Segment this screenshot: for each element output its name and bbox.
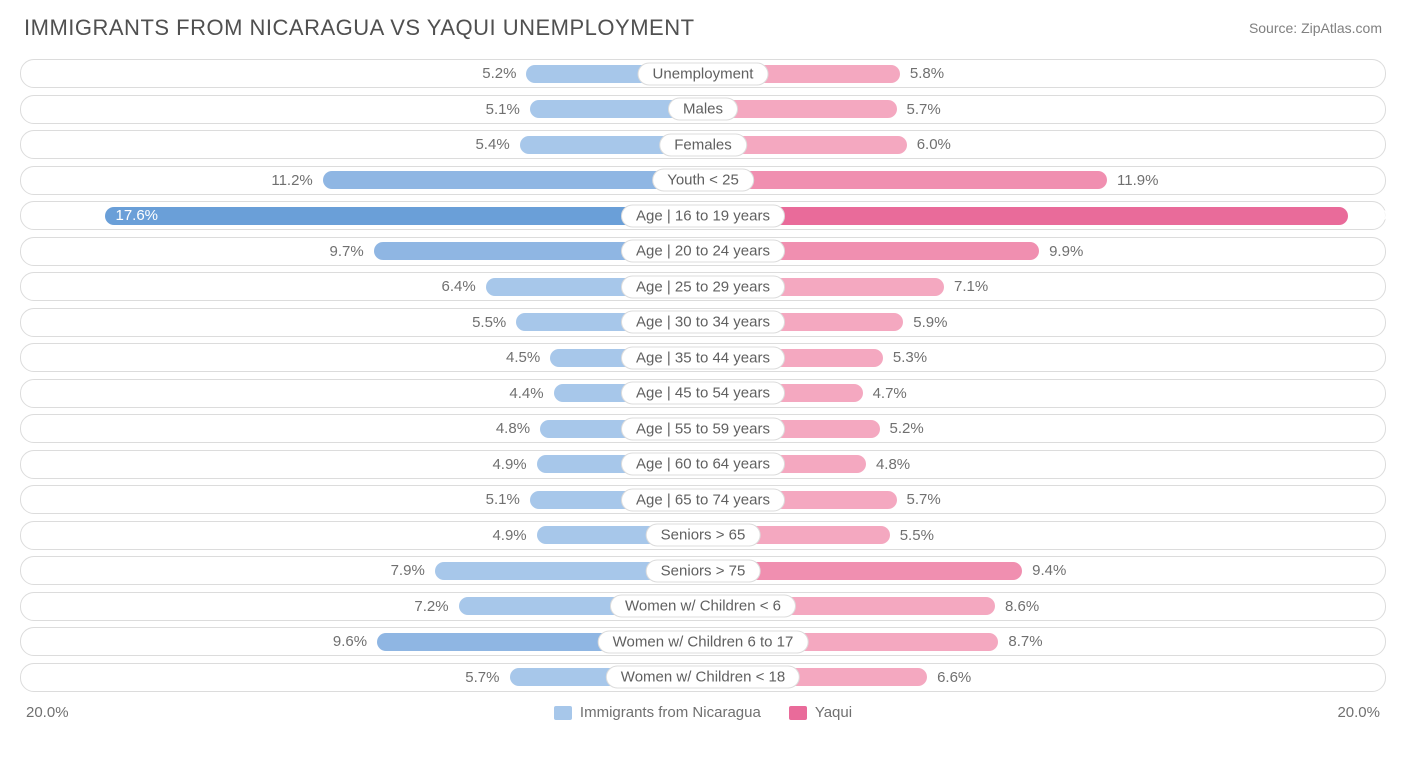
category-label: Age | 65 to 74 years (621, 488, 785, 511)
category-label: Age | 45 to 54 years (621, 382, 785, 405)
value-left: 4.9% (492, 456, 526, 473)
chart-row: 17.6%19.0%Age | 16 to 19 years (20, 201, 1386, 230)
source-name: ZipAtlas.com (1301, 20, 1382, 36)
legend-item-left: Immigrants from Nicaragua (554, 704, 761, 721)
value-left: 4.4% (509, 385, 543, 402)
bar-right: 19.0% (703, 207, 1348, 225)
category-label: Age | 35 to 44 years (621, 346, 785, 369)
category-label: Age | 25 to 29 years (621, 275, 785, 298)
value-left: 5.4% (475, 136, 509, 153)
axis-max-right: 20.0% (1337, 704, 1380, 721)
chart-row: 4.8% 5.2% Age | 55 to 59 years (20, 414, 1386, 443)
legend-item-right: Yaqui (789, 704, 852, 721)
category-label: Age | 55 to 59 years (621, 417, 785, 440)
category-label: Age | 60 to 64 years (621, 453, 785, 476)
category-label: Unemployment (638, 62, 769, 85)
value-right: 9.9% (1049, 243, 1083, 260)
chart-row: 4.9% 4.8% Age | 60 to 64 years (20, 450, 1386, 479)
value-right: 6.0% (917, 136, 951, 153)
value-right: 11.9% (1117, 172, 1158, 189)
category-label: Age | 30 to 34 years (621, 311, 785, 334)
value-left: 4.9% (492, 527, 526, 544)
value-right: 5.8% (910, 65, 944, 82)
chart-row: 5.4% 6.0% Females (20, 130, 1386, 159)
value-right: 4.7% (873, 385, 907, 402)
value-right: 8.6% (1005, 598, 1039, 615)
value-right: 6.6% (937, 669, 971, 686)
value-left: 5.7% (465, 669, 499, 686)
bar-left: 17.6% (105, 207, 703, 225)
chart-row: 9.6% 8.7% Women w/ Children 6 to 17 (20, 627, 1386, 656)
value-left: 7.9% (391, 562, 425, 579)
chart-row: 4.9% 5.5% Seniors > 65 (20, 521, 1386, 550)
category-label: Males (668, 98, 738, 121)
chart-title: IMMIGRANTS FROM NICARAGUA VS YAQUI UNEMP… (24, 15, 695, 41)
legend: Immigrants from Nicaragua Yaqui (554, 704, 852, 721)
category-label: Age | 16 to 19 years (621, 204, 785, 227)
category-label: Women w/ Children 6 to 17 (598, 630, 809, 653)
chart-row: 5.5% 5.9% Age | 30 to 34 years (20, 308, 1386, 337)
legend-swatch-right (789, 706, 807, 720)
value-right: 5.7% (907, 101, 941, 118)
chart-row: 4.4% 4.7% Age | 45 to 54 years (20, 379, 1386, 408)
category-label: Seniors > 75 (646, 559, 761, 582)
chart-row: 7.2% 8.6% Women w/ Children < 6 (20, 592, 1386, 621)
value-right: 5.2% (890, 420, 924, 437)
value-right: 5.5% (900, 527, 934, 544)
value-left: 11.2% (271, 172, 312, 189)
value-left: 9.6% (333, 633, 367, 650)
chart-row: 5.7% 6.6% Women w/ Children < 18 (20, 663, 1386, 692)
value-left: 9.7% (329, 243, 363, 260)
legend-label-left: Immigrants from Nicaragua (580, 704, 761, 721)
value-right: 5.9% (913, 314, 947, 331)
chart-row: 5.1% 5.7% Age | 65 to 74 years (20, 485, 1386, 514)
chart-row: 7.9% 9.4% Seniors > 75 (20, 556, 1386, 585)
chart-row: 6.4% 7.1% Age | 25 to 29 years (20, 272, 1386, 301)
value-left: 5.2% (482, 65, 516, 82)
bar-left: 11.2% (323, 171, 703, 189)
header: IMMIGRANTS FROM NICARAGUA VS YAQUI UNEMP… (20, 15, 1386, 41)
value-left: 5.5% (472, 314, 506, 331)
category-label: Women w/ Children < 18 (606, 666, 800, 689)
value-left: 5.1% (486, 101, 520, 118)
value-left: 4.8% (496, 420, 530, 437)
source-prefix: Source: (1249, 20, 1301, 36)
axis-max-left: 20.0% (26, 704, 69, 721)
chart-row: 5.1% 5.7% Males (20, 95, 1386, 124)
chart-row: 4.5% 5.3% Age | 35 to 44 years (20, 343, 1386, 372)
category-label: Age | 20 to 24 years (621, 240, 785, 263)
legend-label-right: Yaqui (815, 704, 852, 721)
value-left: 7.2% (414, 598, 448, 615)
category-label: Females (659, 133, 747, 156)
value-right: 7.1% (954, 278, 988, 295)
bar-right: 11.9% (703, 171, 1107, 189)
chart-row: 11.2%11.9%Youth < 25 (20, 166, 1386, 195)
value-left: 5.1% (486, 491, 520, 508)
value-right: 9.4% (1032, 562, 1066, 579)
diverging-bar-chart: 5.2% 5.8% Unemployment 5.1% 5.7% Males 5.4% 6.0… (20, 59, 1386, 692)
source-attribution: Source: ZipAtlas.com (1249, 20, 1382, 36)
chart-row: 9.7% 9.9% Age | 20 to 24 years (20, 237, 1386, 266)
value-right: 5.7% (907, 491, 941, 508)
value-left: 6.4% (442, 278, 476, 295)
chart-row: 5.2% 5.8% Unemployment (20, 59, 1386, 88)
legend-swatch-left (554, 706, 572, 720)
chart-footer: 20.0% Immigrants from Nicaragua Yaqui 20… (20, 698, 1386, 721)
category-label: Women w/ Children < 6 (610, 595, 796, 618)
value-right: 8.7% (1008, 633, 1042, 650)
category-label: Youth < 25 (652, 169, 754, 192)
value-right: 4.8% (876, 456, 910, 473)
value-left: 4.5% (506, 349, 540, 366)
value-right: 5.3% (893, 349, 927, 366)
category-label: Seniors > 65 (646, 524, 761, 547)
